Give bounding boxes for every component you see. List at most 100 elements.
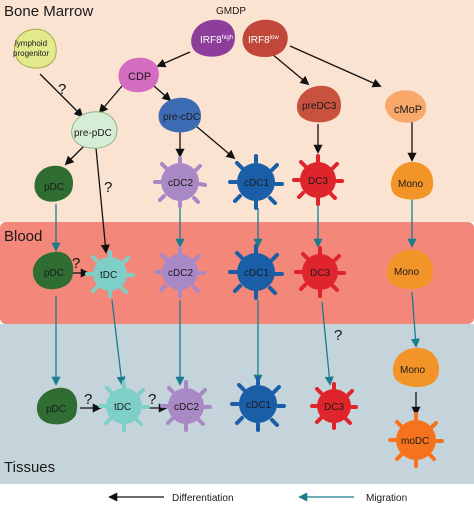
dc3-bone-marrow: DC3 [292,154,344,206]
dc3-tissue: DC3 [310,382,358,430]
tdc-spikes [98,380,150,432]
arrow-irf8low-cmop [289,45,382,88]
arrow-cdp-prepdc [98,85,123,114]
lymphoid-progenitor: lymphoid progenitor [13,28,57,69]
modc-cell [396,420,436,460]
dc3-label: DC3 [308,176,328,187]
dc3-cell [300,162,336,198]
pre-cdc-cell [158,97,202,133]
pre-pdc-node: pre-pDC [71,111,118,149]
pdc-blood: pDC [32,251,74,290]
mono-cell [386,249,433,290]
irf8-high-cell [191,19,236,57]
cdc1-spikes [230,376,286,432]
migrate-dc3-blood-tissue [321,301,334,386]
cdc2-label: cDC2 [174,402,199,413]
cdc1-label: cDC1 [246,400,271,411]
question-marks: ? ? ? ? ? ? [58,81,342,408]
pdc-label: pDC [46,404,66,415]
tdc-tissue: tDC [98,380,150,432]
question-mark-blood-pdc-tdc: ? [72,255,80,272]
migrate-tdc-blood-tissue [111,299,126,386]
dc3-cell [302,254,338,290]
dc3-spikes [292,154,344,206]
cdc1-cell [237,253,275,291]
cmop-label: cMoP [394,104,422,116]
cdc1-spikes [228,154,284,210]
tdc-label: tDC [114,402,131,413]
cmop-cell [384,90,427,123]
mono-blood: Mono [386,249,433,290]
arrow-irf8high-cdp [156,51,191,68]
cdc2-cell [168,388,204,424]
predc3-label: preDC3 [302,101,337,112]
cdp-cell [118,57,159,93]
mono-label: Mono [394,267,419,278]
legend-migration-label: Migration [366,493,407,504]
question-mark-lymphoid: ? [58,81,66,98]
cdp-node: CDP [118,57,159,93]
pre-pdc-label: pre-pDC [74,128,112,139]
pdc-bone-marrow: pDC [34,165,74,202]
gmdp-group: GMDP IRF8high IRF8low [191,6,288,58]
cdc2-bone-marrow: cDC2 [153,156,207,208]
cdc2-blood: cDC2 [154,246,206,298]
pdc-label: pDC [44,268,64,279]
cdc2-label: cDC2 [168,268,193,279]
pdc-label: pDC [44,182,64,193]
modc-label: moDC [401,436,429,447]
pre-pdc-cell [71,111,118,149]
migrate-mono-blood-tissue [410,291,420,348]
mono-label: Mono [398,179,423,190]
mono-cell [392,347,439,388]
cdc1-label: cDC1 [244,178,269,189]
dc3-spikes [294,246,346,298]
pre-cdc-label: pre-cDC [163,112,200,123]
arrow-irf8low-predc3 [271,53,310,86]
arrow-cdp-precdc [153,85,172,102]
cdc2-cell [161,163,199,201]
predc3-node: preDC3 [296,85,342,123]
cdp-label: CDP [128,71,151,83]
cdc1-label: cDC1 [244,268,269,279]
cdc1-cell [237,163,275,201]
lymphoid-label-2: progenitor [13,49,49,58]
dc3-cell [317,389,351,423]
predc3-cell [296,85,342,123]
mono-bone-marrow: Mono [390,162,434,200]
arrow-lymphoid-prepdc [39,73,84,118]
pdc-cell [34,165,74,202]
modc-spikes [388,412,444,468]
pdc-cell [32,251,74,290]
question-mark-dc3-migration: ? [334,327,342,344]
cdc1-cell [239,385,277,423]
legend: Differentiation Migration [108,492,407,504]
tdc-spikes [85,250,135,298]
question-mark-prepdc-tdc: ? [104,179,112,196]
cdc2-label: cDC2 [168,178,193,189]
dc3-label: DC3 [324,402,344,413]
dc3-spikes [310,382,358,430]
mono-tissue: Mono [392,347,439,388]
migration-arrows [51,198,420,386]
tdc-label: tDC [100,270,117,281]
irf8-high-label: IRF8high [200,35,233,46]
gmdp-label: GMDP [216,6,246,17]
tdc-cell [93,257,127,291]
modc-tissue: moDC [388,412,444,468]
tdc-cell [106,388,142,424]
pdc-cell [36,387,78,425]
cdc1-blood: cDC1 [228,244,284,300]
arrow-prepdc-pdc [64,145,85,166]
lymphoid-progenitor-cell [14,28,57,69]
cdc2-spikes [154,246,206,298]
question-mark-tissue-pdc-tdc: ? [84,391,92,408]
dc3-label: DC3 [310,268,330,279]
mono-cell [390,162,434,200]
question-mark-tissue-tdc-cdc2: ? [148,391,156,408]
arrow-precdc-cdc1 [195,125,236,160]
pdc-tissue: pDC [36,387,78,425]
cdc2-spikes [160,380,212,432]
blood-label: Blood [4,228,42,245]
